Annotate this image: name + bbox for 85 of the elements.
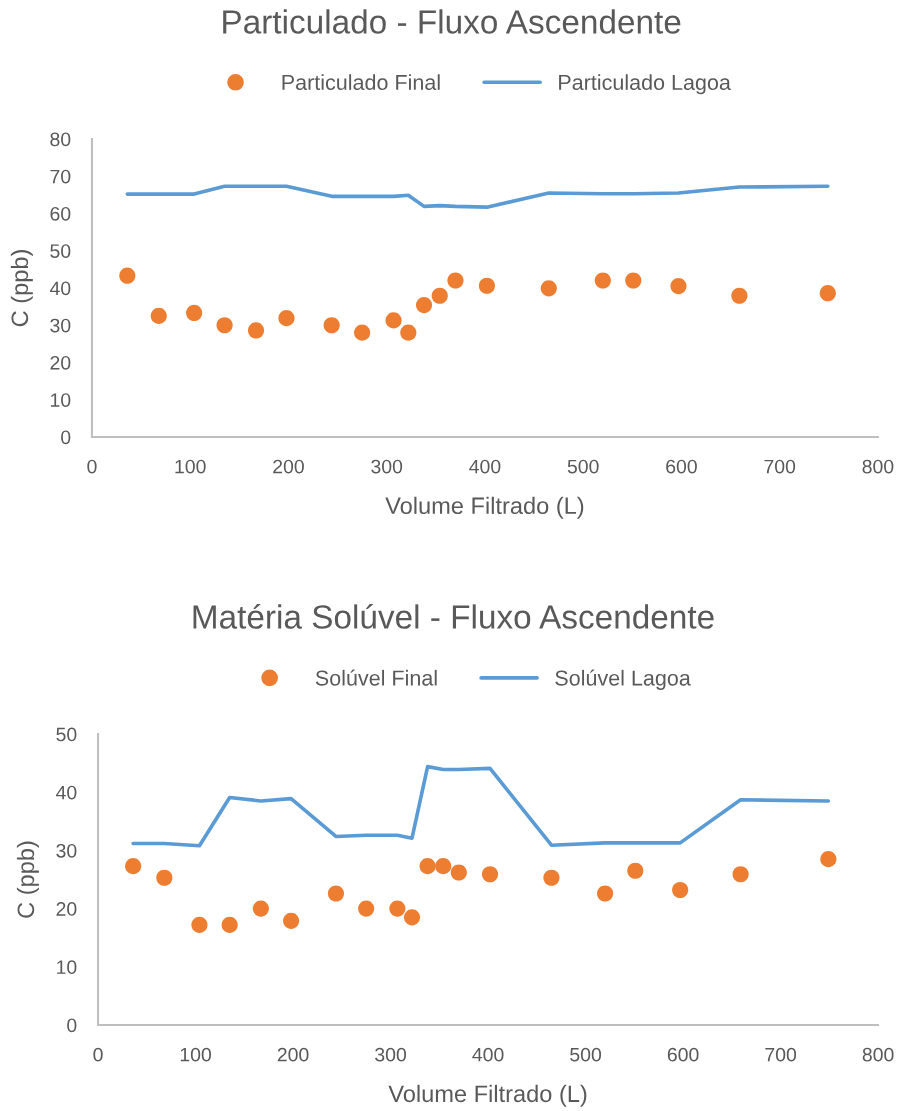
y-tick-label: 70: [50, 169, 71, 184]
point: [186, 304, 203, 321]
chart-title: Particulado - Fluxo Ascendente: [223, 9, 681, 34]
y-tick-label: 50: [56, 727, 77, 742]
point: [385, 312, 402, 329]
y-tick-label: 20: [56, 902, 77, 916]
x-tick-label: 200: [273, 459, 304, 474]
y-tick-label: 30: [50, 318, 71, 333]
x-tick-label: 600: [666, 459, 697, 474]
y-tick-label: 40: [49, 281, 71, 296]
y-axis-title: C (ppb): [16, 841, 39, 918]
point: [478, 277, 495, 294]
x-tick-label: 800: [862, 459, 894, 474]
point: [415, 297, 433, 314]
x-tick-label: 300: [371, 459, 403, 474]
point: [481, 866, 499, 883]
y-tick-label: 50: [50, 244, 71, 258]
point: [400, 324, 417, 341]
x-tick-label: 800: [862, 1047, 894, 1062]
point: [670, 278, 687, 295]
x-tick-label: 100: [175, 459, 206, 474]
x-tick-label: 700: [764, 459, 796, 474]
point: [354, 324, 371, 341]
chart-title: Matéria Solúvel - Fluxo Ascendente: [193, 603, 714, 629]
x-tick-label: 400: [469, 459, 501, 474]
point: [597, 885, 614, 902]
x-tick-label: 500: [567, 459, 599, 474]
x-tick-label: 0: [87, 459, 97, 474]
point: [247, 322, 265, 339]
point: [732, 866, 749, 883]
x-tick-label: 100: [180, 1047, 211, 1062]
x-tick-label: 200: [277, 1047, 309, 1062]
line-series: [125, 184, 830, 209]
line-series: [131, 764, 831, 848]
point: [327, 885, 345, 902]
point: [627, 862, 644, 879]
point: [450, 864, 467, 881]
y-tick-label: 0: [61, 430, 71, 445]
point: [435, 858, 452, 875]
y-axis-title: C (ppb): [10, 250, 33, 327]
legend-label: Particulado Lagoa: [559, 74, 731, 95]
point: [278, 310, 295, 327]
point: [431, 287, 448, 304]
point: [540, 280, 557, 297]
point: [403, 909, 421, 926]
x-tick-label: 700: [765, 1047, 797, 1062]
point: [221, 916, 238, 933]
point: [447, 272, 464, 289]
point: [389, 900, 406, 917]
legend-label: Solúvel Final: [315, 669, 437, 686]
x-axis-title: Volume Filtrado (L): [385, 496, 584, 519]
y-tick-label: 30: [56, 843, 77, 858]
point: [323, 317, 340, 334]
point: [820, 851, 837, 868]
point: [625, 272, 642, 289]
y-tick-label: 20: [50, 355, 71, 370]
x-axis-title: Volume Filtrado (L): [388, 1084, 587, 1107]
point: [672, 881, 689, 899]
x-tick-label: 300: [375, 1047, 407, 1062]
point: [419, 858, 436, 875]
x-tick-label: 0: [93, 1047, 103, 1062]
point: [252, 900, 269, 917]
point: [125, 858, 142, 875]
y-tick-label: 10: [57, 960, 77, 975]
y-tick-label: 0: [67, 1018, 77, 1033]
point: [156, 869, 173, 886]
point: [150, 307, 167, 324]
point: [594, 272, 611, 289]
y-tick-label: 80: [50, 132, 71, 147]
point: [731, 287, 748, 304]
y-tick-label: 10: [50, 393, 71, 407]
x-tick-label: 400: [472, 1047, 504, 1062]
x-tick-label: 600: [667, 1047, 699, 1062]
point: [283, 912, 300, 929]
point: [543, 869, 560, 886]
point: [119, 267, 136, 284]
point: [191, 916, 208, 933]
point: [819, 285, 836, 302]
y-tick-label: 60: [50, 206, 71, 221]
point: [216, 317, 233, 334]
legend-label: Particulado Final: [282, 74, 440, 91]
x-tick-label: 500: [570, 1047, 602, 1062]
point: [358, 900, 375, 917]
y-tick-label: 40: [56, 785, 77, 800]
legend-label: Solúvel Lagoa: [555, 669, 691, 690]
